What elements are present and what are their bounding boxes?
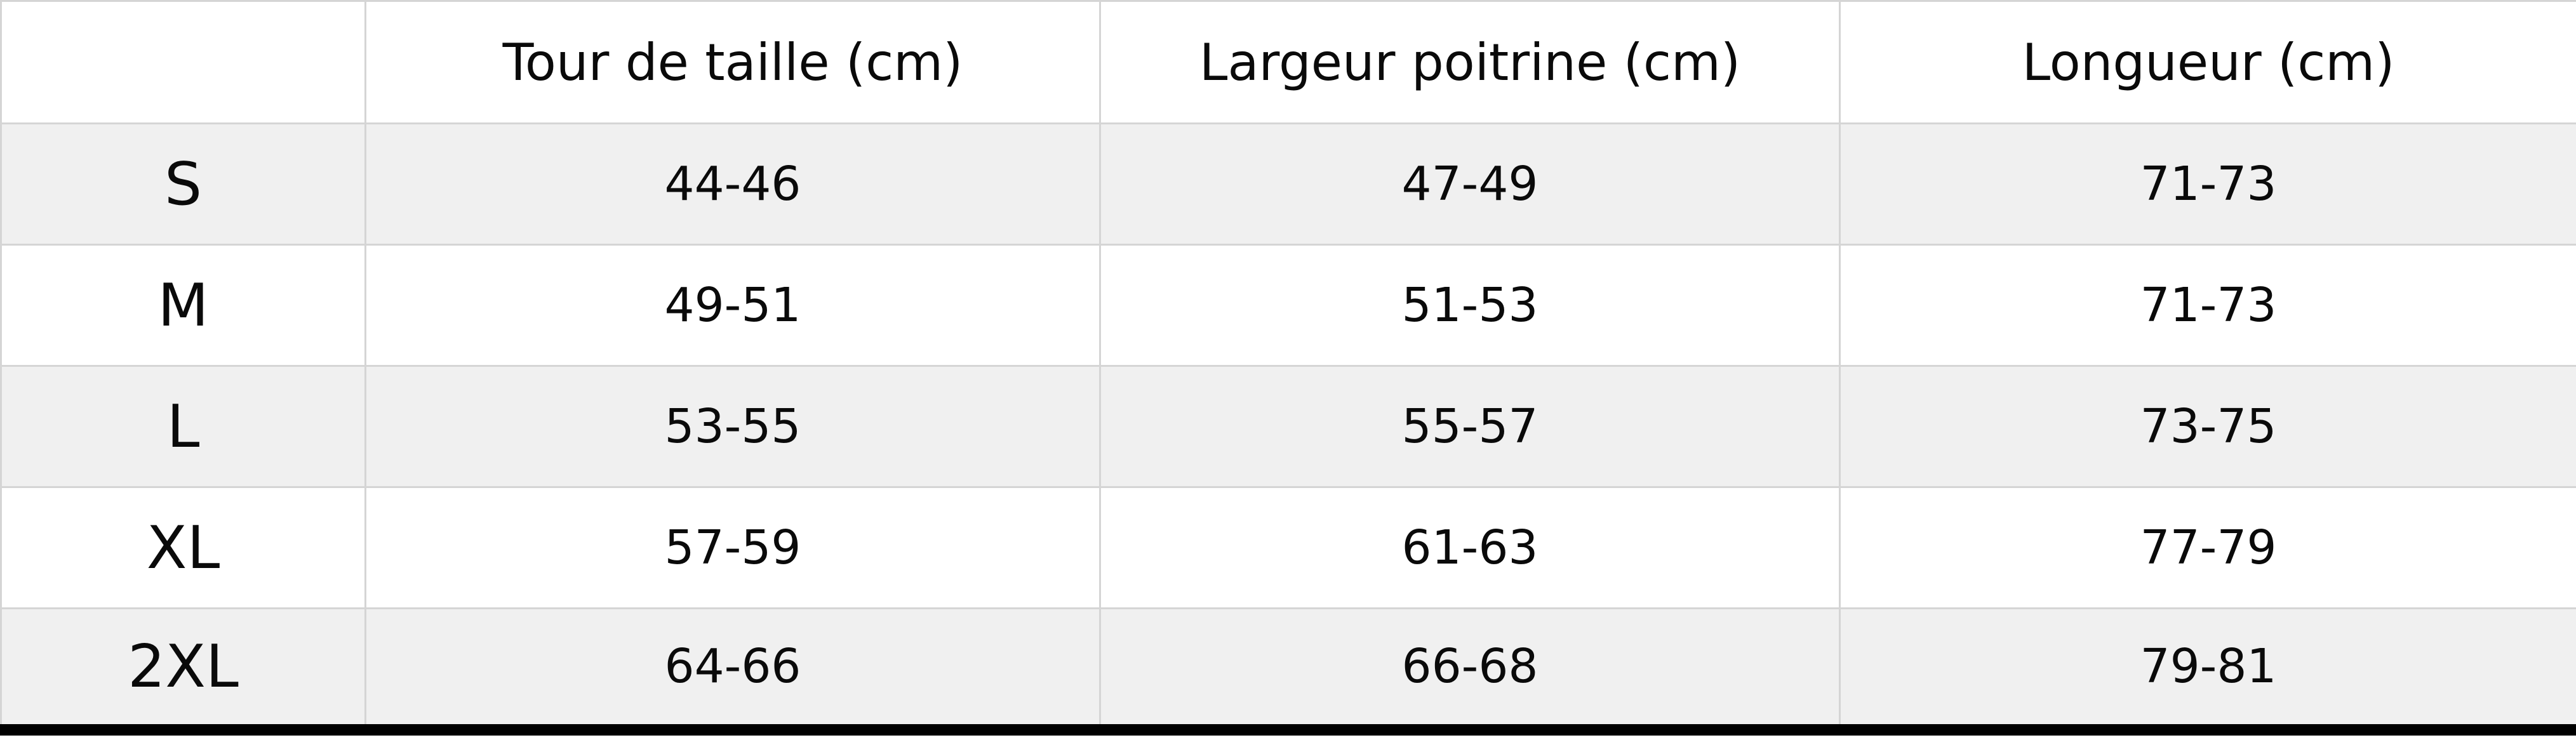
row-label-s: S [0,122,366,246]
cell-s-tour-de-taille: 44-46 [364,122,1101,246]
header-cell-tour-de-taille: Tour de taille (cm) [364,0,1101,124]
row-label-xl: XL [0,486,366,609]
table-row-m: M 49-51 51-53 71-73 [0,244,2576,367]
header-row: Tour de taille (cm) Largeur poitrine (cm… [0,0,2576,124]
cell-m-tour-de-taille: 49-51 [364,244,1101,367]
header-cell-largeur-poitrine: Largeur poitrine (cm) [1099,0,1841,124]
header-cell-longueur: Longueur (cm) [1839,0,2576,124]
header-cell-size [0,0,366,124]
table-row-2xl: 2XL 64-66 66-68 79-81 [0,607,2576,730]
cell-xl-tour-de-taille: 57-59 [364,486,1101,609]
table-row-l: L 53-55 55-57 73-75 [0,365,2576,488]
cell-xl-largeur-poitrine: 61-63 [1099,486,1841,609]
cell-l-longueur: 73-75 [1839,365,2576,488]
table-row-xl: XL 57-59 61-63 77-79 [0,486,2576,609]
cell-m-largeur-poitrine: 51-53 [1099,244,1841,367]
table-row-s: S 44-46 47-49 71-73 [0,122,2576,246]
cell-l-tour-de-taille: 53-55 [364,365,1101,488]
cell-s-longueur: 71-73 [1839,122,2576,246]
cell-m-longueur: 71-73 [1839,244,2576,367]
cell-s-largeur-poitrine: 47-49 [1099,122,1841,246]
cell-2xl-tour-de-taille: 64-66 [364,607,1101,730]
row-label-m: M [0,244,366,367]
cell-l-largeur-poitrine: 55-57 [1099,365,1841,488]
row-label-l: L [0,365,366,488]
row-label-2xl: 2XL [0,607,366,730]
cell-xl-longueur: 77-79 [1839,486,2576,609]
cell-2xl-largeur-poitrine: 66-68 [1099,607,1841,730]
cell-2xl-longueur: 79-81 [1839,607,2576,730]
